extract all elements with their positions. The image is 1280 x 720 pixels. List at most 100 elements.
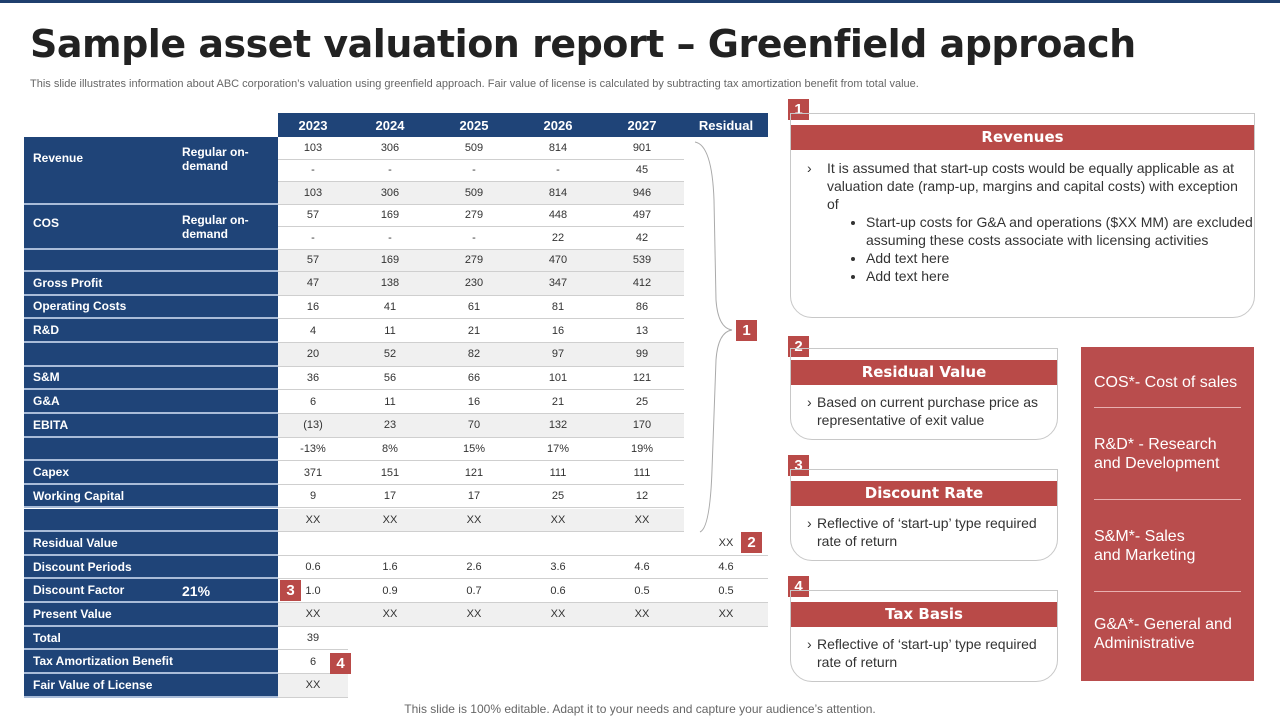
table-cell: 17% (516, 438, 600, 462)
table-cell: XX (432, 603, 516, 627)
arrow-icon: › (807, 636, 812, 652)
table-cell: 497 (600, 205, 684, 227)
table-cell: 901 (600, 137, 684, 160)
divider (1094, 499, 1241, 500)
table-cell: 0.5 (600, 579, 684, 604)
glossary-item: G&A*- General and Administrative (1094, 616, 1232, 652)
bullet-list: Start-up costs for G&A and operations ($… (791, 213, 1254, 285)
table-cell: 57 (278, 205, 348, 227)
table-cell: 0.6 (278, 556, 348, 580)
table-cell (348, 532, 432, 556)
column-header: Residual (684, 113, 768, 137)
table-cell: 121 (600, 367, 684, 391)
table-cell: 66 (432, 367, 516, 391)
table-cell: 21 (516, 390, 600, 414)
table-cell: XX (600, 603, 684, 627)
table-cell: 52 (348, 342, 432, 367)
table-cell: 16 (432, 390, 516, 414)
table-cell: 0.9 (348, 579, 432, 604)
table-cell: 9 (278, 485, 348, 509)
bullet-item: Add text here (866, 267, 1254, 285)
table-cell: 17 (432, 485, 516, 509)
badge-1: 1 (736, 320, 757, 341)
table-cell: 6 (278, 390, 348, 414)
row-label: Operating Costs (24, 295, 278, 320)
table-cell: - (348, 227, 432, 250)
table-cell: 509 (432, 182, 516, 205)
table-cell: - (278, 227, 348, 250)
table-cell: XX (684, 603, 768, 627)
top-accent-bar (0, 0, 1280, 3)
row-label: Total (24, 626, 278, 651)
table-cell: 47 (278, 272, 348, 296)
table-cell: XX (516, 508, 600, 533)
table-cell: 121 (432, 461, 516, 485)
table-cell: 21 (432, 319, 516, 343)
table-cell: 6 (278, 650, 348, 675)
footer-note: This slide is 100% editable. Adapt it to… (404, 702, 876, 716)
table-cell: 57 (278, 249, 348, 272)
table-cell: 4.6 (600, 556, 684, 580)
table-cell: XX (516, 603, 600, 627)
table-cell: 470 (516, 249, 600, 272)
table-cell: 36 (278, 367, 348, 391)
table-cell: 946 (600, 182, 684, 205)
table-cell: 151 (348, 461, 432, 485)
table-cell: 16 (278, 296, 348, 320)
table-cell: XX (278, 508, 348, 533)
column-header: 2027 (600, 113, 684, 137)
table-cell: 814 (516, 182, 600, 205)
page-subtitle: This slide illustrates information about… (30, 78, 919, 90)
row-label: Working Capital (24, 484, 278, 509)
row-label (24, 342, 278, 367)
row-label: Capex (24, 461, 278, 485)
box-title: Residual Value (791, 360, 1057, 385)
row-label: Gross Profit (24, 272, 278, 296)
table-cell: 11 (348, 390, 432, 414)
row-label (24, 437, 278, 462)
table-cell: XX (278, 603, 348, 627)
table-cell: 82 (432, 342, 516, 367)
table-cell (600, 532, 684, 556)
row-label-revenue: Revenue (24, 137, 278, 205)
table-cell: XX (348, 603, 432, 627)
table-cell: 4.6 (684, 556, 768, 580)
row-label: S&M (24, 366, 278, 391)
table-cell: 170 (600, 413, 684, 438)
row-label: G&A (24, 390, 278, 414)
table-cell: 25 (516, 485, 600, 509)
table-cell: 101 (516, 367, 600, 391)
glossary-item: COS*- Cost of sales (1094, 374, 1238, 391)
table-cell: 16 (516, 319, 600, 343)
column-header: 2024 (348, 113, 432, 137)
row-label: Present Value (24, 603, 278, 627)
arrow-icon: › (807, 394, 812, 410)
table-cell: 347 (516, 272, 600, 296)
table-cell: 99 (600, 342, 684, 367)
divider (1094, 407, 1241, 408)
box-title: Tax Basis (791, 602, 1057, 627)
table-cell: - (432, 160, 516, 182)
divider (1094, 591, 1241, 592)
table-cell: 111 (516, 461, 600, 485)
table-cell: 42 (600, 227, 684, 250)
table-cell: 230 (432, 272, 516, 296)
table-cell: 0.6 (516, 579, 600, 604)
bullet-item: Start-up costs for G&A and operations ($… (866, 213, 1254, 249)
table-cell: 61 (432, 296, 516, 320)
table-cell: 8% (348, 438, 432, 462)
row-label: Discount Periods (24, 555, 278, 580)
table-cell: 306 (348, 182, 432, 205)
table-cell: XX (278, 674, 348, 698)
table-cell: 17 (348, 485, 432, 509)
column-header: 2023 (278, 113, 348, 137)
table-cell: 20 (278, 342, 348, 367)
row-label: R&D (24, 319, 278, 343)
table-cell: 138 (348, 272, 432, 296)
table-cell: XX (348, 508, 432, 533)
table-cell: 2.6 (432, 556, 516, 580)
glossary-panel: COS*- Cost of sales R&D* - Research and … (1081, 347, 1254, 681)
table-cell: 70 (432, 413, 516, 438)
table-cell: 0.7 (432, 579, 516, 604)
